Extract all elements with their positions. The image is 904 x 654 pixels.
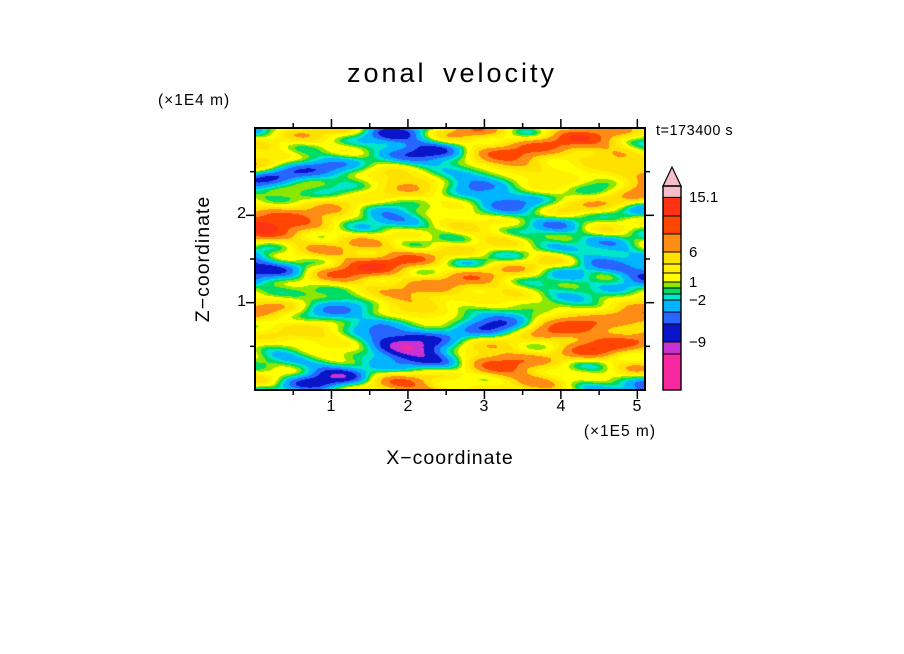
colorbar-segment [663,186,681,198]
colorbar-label: 15.1 [689,189,719,206]
colorbar-outline [662,185,682,391]
y-tick-label: 2 [237,205,246,222]
colorbar-segment [663,342,681,354]
chart-title: zonal velocity [346,58,558,88]
x-tick-label: 4 [556,398,566,415]
colorbar-segment [663,252,681,264]
colorbar-segment [663,300,681,312]
colorbar-label: 6 [689,244,698,261]
colorbar-segment [663,354,681,390]
colorbar-arrow-tip [662,165,682,187]
colorbar-segment [663,216,681,234]
colorbar-segment [663,288,681,294]
y-axis-unit-label: (×1E4 m) [158,92,231,109]
x-tick-label: 2 [403,398,413,415]
x-axis-title: X−coordinate [386,447,514,469]
colorbar-label: −9 [689,334,707,351]
x-tick-label: 3 [479,398,489,415]
x-axis-unit-label: (×1E5 m) [583,423,656,440]
colorbar-segment [663,234,681,252]
y-tick-label: 1 [237,293,246,310]
y-axis-title: Z−coordinate [192,195,214,323]
colorbar-segment [663,264,681,273]
colorbar-segment [663,273,681,282]
colorbar-label: 1 [689,274,698,291]
contour-field [255,128,645,390]
colorbar-segment [663,312,681,324]
colorbar-label: −2 [689,292,707,309]
colorbar-segment [663,324,681,342]
x-tick-label: 5 [632,398,642,415]
colorbar-segment [663,282,681,288]
colorbar-segment [663,294,681,300]
x-tick-label: 1 [326,398,336,415]
colorbar-segment [663,197,681,216]
time-annotation: t=173400 s [656,123,734,139]
